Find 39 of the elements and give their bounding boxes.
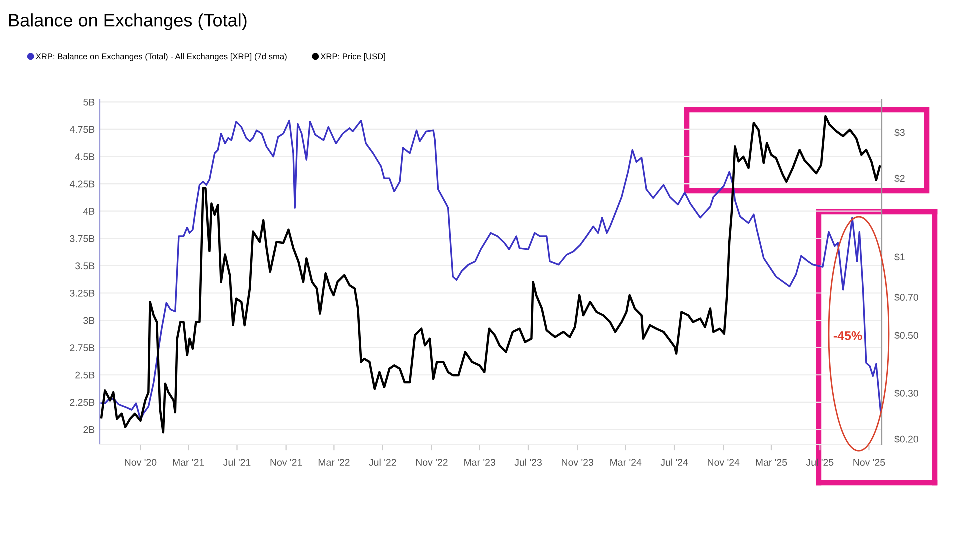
x-tick-label: Jul '23 (514, 458, 542, 466)
legend-label: XRP: Balance on Exchanges (Total) - All Exchanges [XRP] (7d sma) (36, 54, 287, 62)
x-tick-label: Nov '23 (562, 459, 594, 466)
y-tick-label: 2.25B (70, 399, 95, 406)
x-tick-label: Nov '25 (854, 459, 886, 466)
x-tick-label: Mar '21 (173, 459, 204, 466)
y-tick-label: 4B (83, 208, 95, 215)
y2-tick-label: $0.50 (894, 332, 918, 340)
legend-label: XRP: Price [USD] (320, 54, 386, 62)
y-tick-label: 3.5B (76, 262, 95, 270)
y2-tick-label: $0.30 (894, 390, 918, 398)
x-tick-label: Nov '21 (270, 459, 302, 466)
y-tick-label: 4.25B (70, 180, 95, 188)
x-tick-label: Mar '22 (318, 459, 350, 466)
x-tick-label: Jul '24 (660, 458, 688, 466)
y-tick-label: 4.5B (75, 154, 95, 160)
x-tick-label: Mar '24 (610, 459, 642, 466)
y-tick-label: 3B (84, 317, 95, 324)
y2-tick-label: $0.20 (894, 436, 918, 444)
y-tick-label: 5B (84, 99, 95, 106)
y-tick-label: 2B (84, 426, 95, 434)
x-tick-label: Jul '21 (224, 458, 251, 466)
x-tick-label: Mar '23 (464, 459, 496, 466)
y2-tick-label: $0.70 (894, 294, 918, 302)
x-tick-label: Nov '22 (416, 459, 448, 466)
y-tick-label: 2.5B (76, 372, 95, 379)
x-tick-label: Nov '24 (708, 459, 740, 466)
y-tick-label: 4.75B (70, 126, 95, 134)
y2-tick-label: $2 (894, 174, 905, 183)
y-tick-label: 3.75B (70, 235, 95, 242)
y2-tick-label: $3 (894, 128, 905, 137)
x-tick-label: Jul '22 (369, 458, 396, 466)
x-tick-label: Nov '20 (125, 459, 157, 466)
y-tick-label: 3.25B (70, 290, 95, 297)
y2-tick-label: $1 (894, 253, 905, 262)
x-tick-label: Mar '25 (756, 459, 788, 466)
y-tick-label: 2.75B (70, 344, 95, 352)
chart-title: Balance on Exchanges (Total) (9, 14, 247, 30)
annotation: -45% (834, 332, 862, 340)
